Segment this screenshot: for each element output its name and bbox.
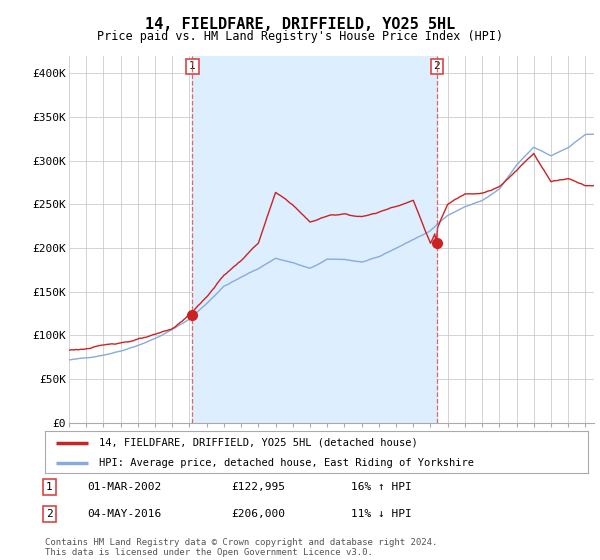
Text: £122,995: £122,995 <box>231 482 285 492</box>
Text: HPI: Average price, detached house, East Riding of Yorkshire: HPI: Average price, detached house, East… <box>100 458 475 468</box>
Text: 14, FIELDFARE, DRIFFIELD, YO25 5HL: 14, FIELDFARE, DRIFFIELD, YO25 5HL <box>145 17 455 32</box>
Text: £206,000: £206,000 <box>231 509 285 519</box>
Text: 04-MAY-2016: 04-MAY-2016 <box>87 509 161 519</box>
Text: 14, FIELDFARE, DRIFFIELD, YO25 5HL (detached house): 14, FIELDFARE, DRIFFIELD, YO25 5HL (deta… <box>100 438 418 448</box>
Text: 2: 2 <box>433 62 440 72</box>
Text: 1: 1 <box>189 62 196 72</box>
Text: 16% ↑ HPI: 16% ↑ HPI <box>351 482 412 492</box>
Text: Price paid vs. HM Land Registry's House Price Index (HPI): Price paid vs. HM Land Registry's House … <box>97 30 503 43</box>
Text: 1: 1 <box>46 482 53 492</box>
Text: 01-MAR-2002: 01-MAR-2002 <box>87 482 161 492</box>
Text: 2: 2 <box>46 509 53 519</box>
Bar <box>193 56 437 423</box>
Text: 11% ↓ HPI: 11% ↓ HPI <box>351 509 412 519</box>
Text: Contains HM Land Registry data © Crown copyright and database right 2024.
This d: Contains HM Land Registry data © Crown c… <box>45 538 437 557</box>
